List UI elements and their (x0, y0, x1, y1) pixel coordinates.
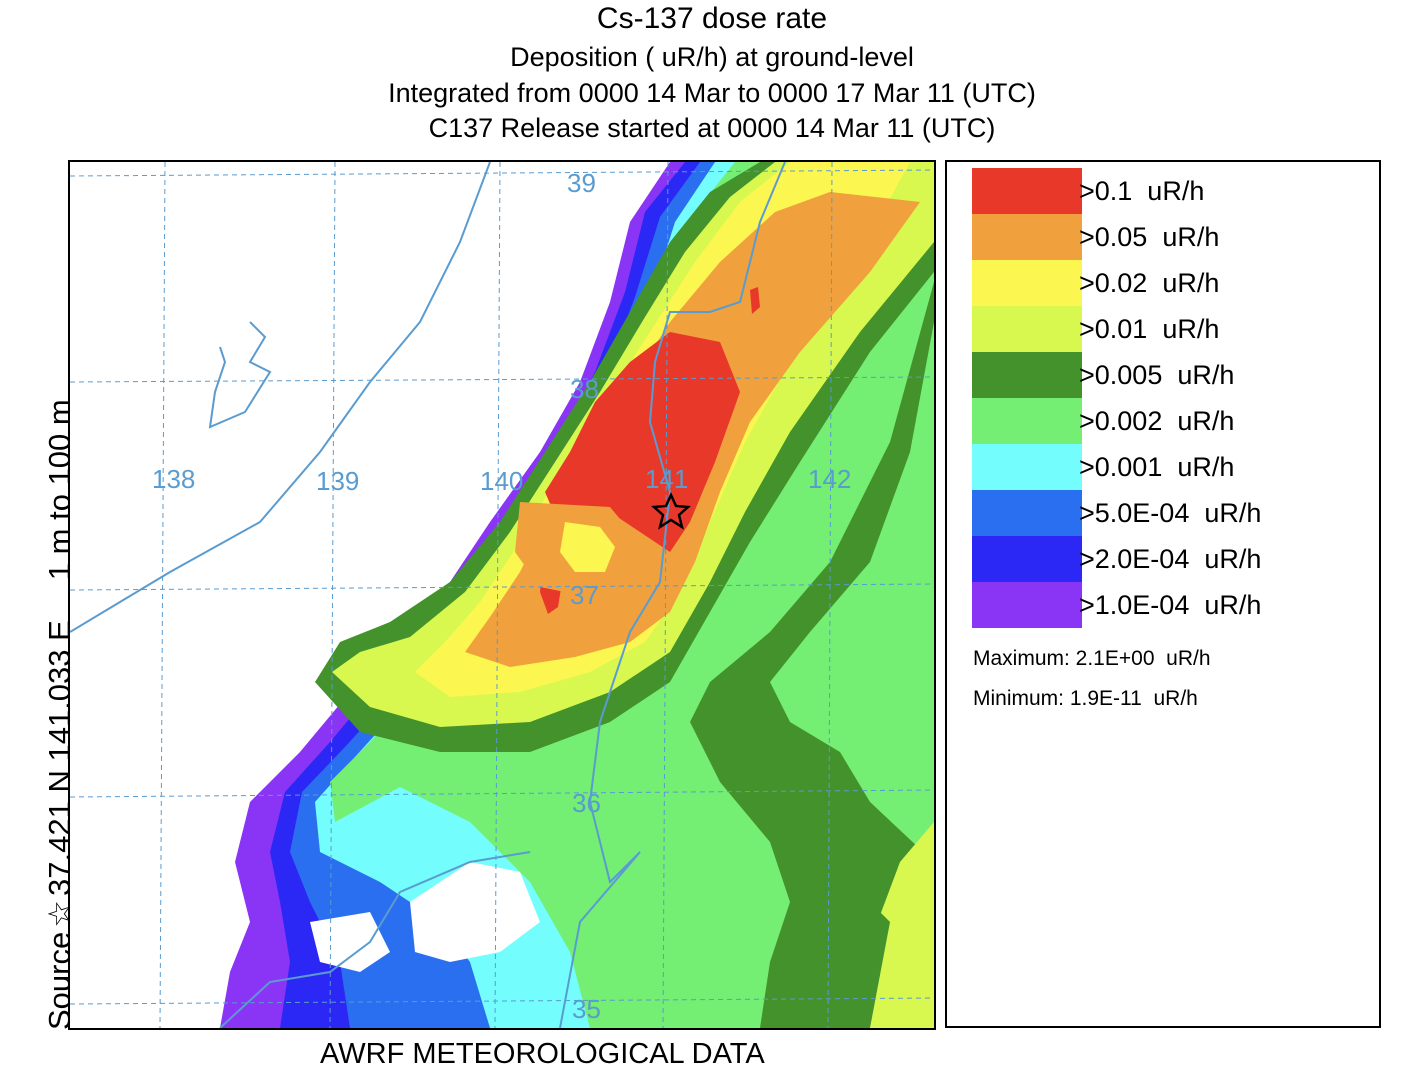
maximum-value: Maximum: 2.1E+00 uR/h (973, 647, 1211, 670)
subtitle-release: C137 Release started at 0000 14 Mar 11 (… (428, 113, 996, 143)
legend-swatch-2 (972, 260, 1082, 306)
legend-label-8: >2.0E-04 uR/h (1079, 544, 1262, 574)
legend-swatch-3 (972, 306, 1082, 352)
legend-swatch-1 (972, 214, 1082, 260)
band-0-02-inner (560, 522, 615, 572)
lat-label-39: 39 (567, 168, 596, 198)
legend-label-7: >5.0E-04 uR/h (1079, 498, 1262, 528)
legend-label-3: >0.01 uR/h (1079, 314, 1220, 344)
legend-swatch-8 (972, 536, 1082, 582)
legend-label-6: >0.001 uR/h (1079, 452, 1235, 482)
legend-label-0: >0.1 uR/h (1079, 176, 1205, 206)
dose-map: 138 139 140 141 142 39 38 37 36 35 (68, 160, 936, 1030)
lon-label-138: 138 (152, 464, 195, 494)
legend-swatch-5 (972, 398, 1082, 444)
legend-swatch-4 (972, 352, 1082, 398)
band-0-1 (545, 332, 740, 552)
lat-label-37: 37 (570, 580, 599, 610)
coast-south (219, 851, 531, 1028)
coastline (70, 162, 491, 633)
legend-label-1: >0.05 uR/h (1079, 222, 1220, 252)
lon-label-141: 141 (645, 464, 688, 494)
minimum-value: Minimum: 1.9E-11 uR/h (973, 687, 1198, 710)
lon-label-142: 142 (808, 464, 851, 494)
star-icon (650, 491, 692, 530)
graticule (70, 162, 934, 1028)
lat-label-36: 36 (572, 788, 601, 818)
coastline-east (559, 162, 786, 1028)
legend-swatch-6 (972, 444, 1082, 490)
dose-map-svg: 138 139 140 141 142 39 38 37 36 35 (70, 162, 934, 1028)
lon-label-140: 140 (480, 466, 523, 496)
band-0-002-east-inner (770, 322, 934, 862)
legend-label-2: >0.02 uR/h (1079, 268, 1220, 298)
legend: >0.1 uR/h >0.05 uR/h >0.02 uR/h >0.01 uR… (945, 160, 1381, 1028)
legend-swatch-9 (972, 582, 1082, 628)
legend-swatch-0 (972, 168, 1082, 214)
legend-label-4: >0.005 uR/h (1079, 360, 1235, 390)
lat-label-38: 38 (570, 374, 599, 404)
band-0-005-lower (770, 862, 890, 1028)
island-outline (208, 321, 272, 429)
data-source-footer: AWRF METEOROLOGICAL DATA (320, 1038, 765, 1070)
lon-label-139: 139 (316, 466, 359, 496)
legend-label-9: >1.0E-04 uR/h (1079, 590, 1262, 620)
legend-label-5: >0.002 uR/h (1079, 406, 1235, 436)
legend-swatch-7 (972, 490, 1082, 536)
lat-label-35: 35 (572, 994, 601, 1024)
gap-south-1 (410, 862, 540, 962)
subtitle-integration: Integrated from 0000 14 Mar to 0000 17 M… (388, 78, 1036, 108)
subtitle-deposition: Deposition ( uR/h) at ground-level (510, 42, 914, 72)
band-0-1-north-spot (750, 287, 760, 314)
chart-title: Cs-137 dose rate (596, 2, 828, 35)
